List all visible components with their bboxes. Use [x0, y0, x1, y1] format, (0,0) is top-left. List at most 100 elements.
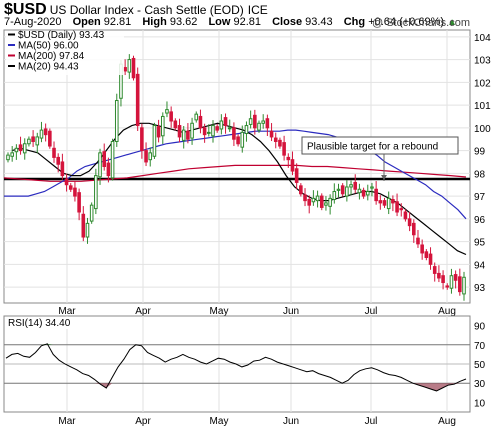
candle-body — [56, 156, 60, 165]
candle-body — [165, 109, 169, 114]
candle-body — [282, 142, 286, 156]
rsi-y-tick-label: 30 — [474, 379, 486, 390]
candle — [56, 153, 60, 173]
candle — [207, 124, 211, 137]
candle-body — [441, 275, 445, 284]
month-tick-label: Aug — [438, 306, 456, 317]
candle-body — [152, 125, 157, 157]
candle — [223, 113, 228, 134]
y-tick-label: 102 — [474, 78, 491, 89]
y-tick-label: 96 — [474, 215, 486, 226]
month-tick-label: Jun — [283, 306, 299, 317]
candle-body — [194, 113, 199, 121]
candle — [437, 265, 441, 283]
candle-body — [248, 118, 253, 125]
legend-box — [6, 31, 124, 75]
candle — [386, 191, 391, 215]
candle — [458, 268, 462, 296]
rsi-label-bg — [6, 317, 76, 329]
candle — [160, 112, 165, 144]
candle-body — [140, 127, 144, 152]
candle-body — [215, 126, 219, 131]
candle-body — [227, 127, 232, 130]
candle-body — [102, 151, 107, 167]
candle-body — [94, 175, 98, 210]
legend-entry: $USD (Daily) 93.43 — [18, 30, 105, 41]
candle-body — [428, 253, 433, 265]
candle — [6, 152, 10, 163]
y-tick-label: 94 — [474, 260, 486, 271]
candle-body — [399, 208, 404, 211]
candle — [378, 195, 383, 210]
y-tick-label: 104 — [474, 33, 491, 44]
candle-body — [315, 195, 320, 202]
open-value: 92.81 — [103, 16, 132, 28]
candle-body — [60, 161, 65, 177]
candle-body — [265, 118, 270, 129]
candle-body — [437, 272, 441, 279]
candle — [265, 114, 270, 137]
candle-body — [240, 131, 245, 148]
candle — [77, 188, 81, 221]
candle — [140, 123, 144, 159]
candle-body — [261, 120, 265, 124]
candle — [102, 143, 107, 171]
candle — [328, 194, 332, 215]
candle-body — [10, 152, 14, 157]
candle-body — [257, 122, 261, 131]
candle — [144, 142, 148, 167]
rsi-y-tick-label: 50 — [474, 360, 486, 371]
high-value: 93.62 — [169, 16, 198, 28]
candle — [303, 188, 307, 207]
candle-body — [349, 184, 353, 188]
candle-body — [449, 275, 454, 289]
candle — [89, 202, 94, 224]
candle-body — [445, 285, 450, 288]
candle — [177, 118, 182, 143]
candle-body — [85, 222, 90, 238]
candle — [361, 187, 366, 199]
candle-body — [77, 192, 81, 213]
candle — [48, 128, 52, 149]
y-tick-label: 101 — [474, 101, 491, 112]
candle-body — [416, 237, 420, 245]
candle — [10, 146, 14, 162]
y-tick-label: 99 — [474, 147, 486, 158]
candle — [290, 151, 295, 176]
candle-body — [453, 274, 458, 281]
candle-body — [156, 126, 161, 138]
candle-body — [123, 67, 127, 72]
candle — [340, 183, 345, 197]
candle — [315, 190, 320, 208]
y-tick-label: 103 — [474, 56, 491, 67]
y-tick-label: 98 — [474, 169, 486, 180]
candle — [261, 114, 265, 129]
candle-body — [299, 185, 303, 195]
candle — [211, 120, 215, 143]
candle-body — [106, 162, 111, 177]
candle — [257, 120, 261, 133]
candle-body — [403, 211, 408, 220]
candle — [403, 209, 408, 222]
candle — [273, 132, 278, 149]
candle-body — [219, 120, 224, 130]
open-label: Open — [72, 16, 101, 28]
candle — [18, 136, 23, 155]
candle-body — [173, 120, 178, 129]
candle-body — [160, 115, 165, 137]
candle — [127, 54, 132, 79]
candle — [244, 121, 249, 142]
legend-swatch — [8, 54, 15, 57]
candle — [31, 130, 35, 147]
candle-body — [186, 130, 190, 140]
candle — [60, 153, 65, 180]
annotation-arrowhead — [381, 175, 387, 181]
candle — [232, 122, 236, 147]
candle — [420, 239, 424, 260]
candle-body — [378, 200, 383, 204]
candle — [399, 203, 404, 217]
candle — [219, 114, 224, 135]
symbol-label: $USD — [4, 1, 47, 18]
low-value: 92.81 — [233, 16, 262, 28]
candle-body — [324, 202, 328, 206]
